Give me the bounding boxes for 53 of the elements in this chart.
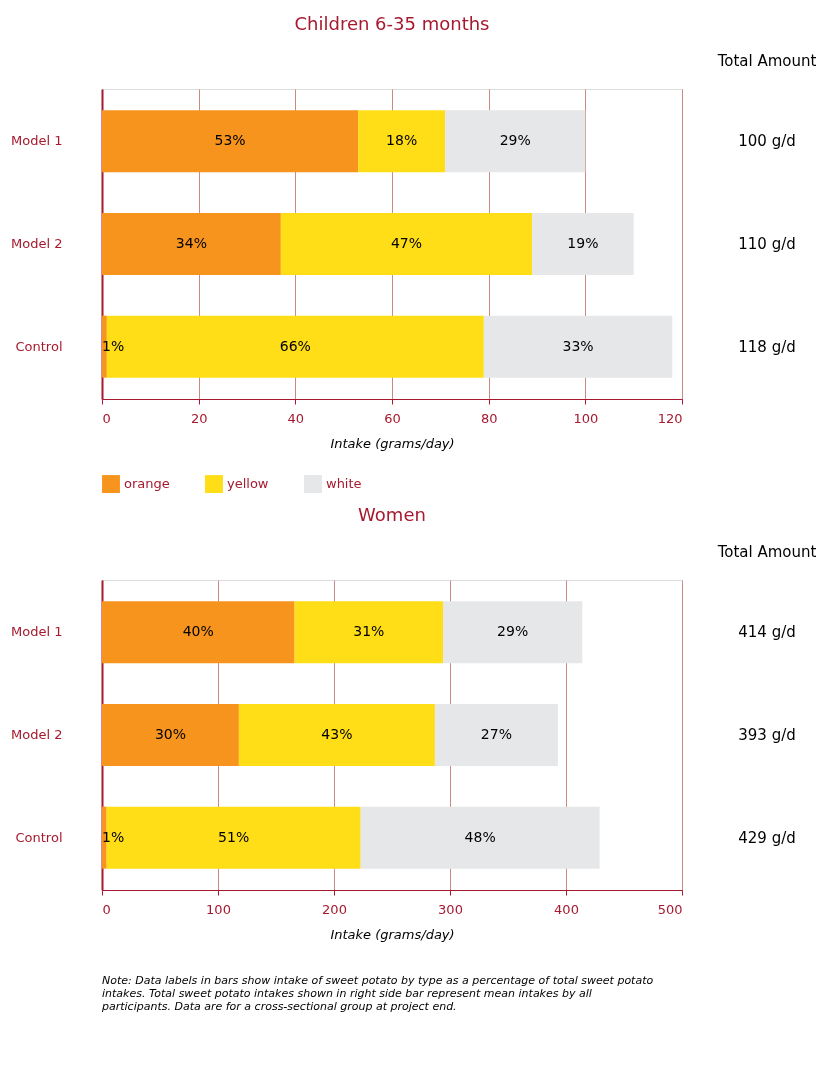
annotation: 27%: [480, 726, 512, 742]
x-tick-label: 80: [480, 410, 498, 426]
x-tick-label: 400: [554, 901, 579, 917]
x-axis-title: Intake (grams/day): [330, 435, 455, 451]
text: 118 g/d: [738, 337, 796, 356]
y-tick-label: Model 1: [11, 624, 63, 640]
legend-label: white: [326, 476, 362, 492]
x-tick-label: 0: [102, 410, 111, 426]
x-tick-label: 120: [657, 410, 683, 426]
text: Note: Data labels in bars show intake of sweet potato by type as a percentage of total sweet potato intakes. Total sweet potato intakes shown in right side bar represent mean intakes by all participants. Data are for a cross-sectional group at project end.: [101, 974, 654, 1013]
x-tick-label: 60: [384, 410, 401, 426]
annotation: 47%: [390, 235, 423, 251]
annotation: 53%: [214, 132, 246, 149]
y-tick-label: Model 2: [11, 727, 63, 742]
annotation: 43%: [321, 726, 353, 742]
x-tick-label: 40: [287, 410, 305, 426]
legend-label: yellow: [227, 476, 269, 492]
annotation: 1%: [102, 337, 125, 354]
chart-title: Women: [358, 504, 426, 525]
text: 429 g/d: [738, 828, 796, 847]
annotation: 66%: [279, 337, 311, 354]
chart-title: Children 6-35 months: [294, 13, 490, 34]
legend-label: orange: [124, 476, 170, 492]
annotation: 19%: [567, 235, 599, 251]
annotation: 34%: [175, 235, 207, 251]
text: Total Amount: [716, 52, 817, 70]
annotation: 31%: [353, 623, 385, 640]
annotation: 40%: [182, 623, 214, 640]
annotation: 1%: [102, 828, 125, 845]
x-tick-label: 300: [438, 901, 463, 917]
text: 393 g/d: [738, 726, 796, 744]
y-tick-label: Control: [15, 829, 63, 845]
annotation: 29%: [497, 623, 529, 640]
y-tick-label: Model 1: [11, 133, 63, 149]
x-tick-label: 100: [206, 901, 231, 917]
x-tick-label: 20: [190, 410, 208, 426]
text: 100 g/d: [738, 132, 796, 151]
text: 110 g/d: [738, 235, 796, 253]
annotation: 18%: [386, 132, 418, 149]
annotation: 30%: [154, 726, 186, 742]
x-tick-label: 200: [322, 901, 347, 917]
annotation: 51%: [218, 828, 250, 845]
y-tick-label: Control: [15, 338, 63, 354]
x-tick-label: 0: [102, 901, 111, 917]
annotation: 33%: [562, 337, 594, 354]
x-tick-label: 500: [657, 901, 683, 917]
text: Total Amount: [716, 543, 817, 561]
x-tick-label: 100: [573, 410, 599, 426]
annotation: 48%: [464, 828, 496, 845]
annotation: 29%: [499, 132, 531, 149]
text: 414 g/d: [738, 623, 796, 642]
y-tick-label: Model 2: [11, 236, 63, 251]
x-axis-title: Intake (grams/day): [330, 926, 455, 942]
